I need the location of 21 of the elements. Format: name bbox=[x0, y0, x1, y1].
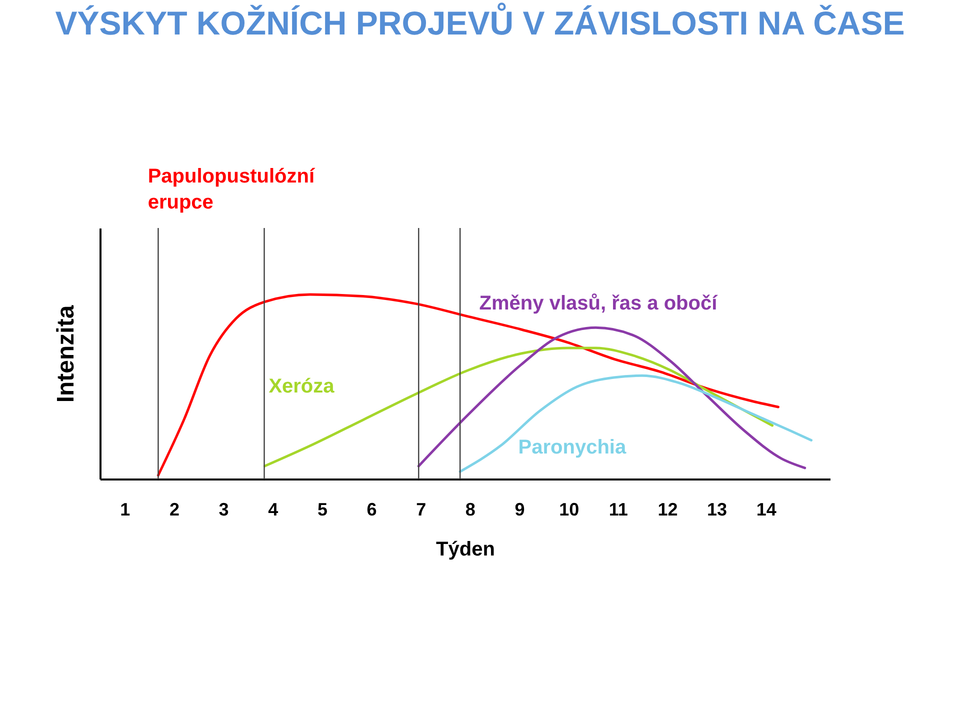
x-tick-label: 6 bbox=[366, 500, 377, 520]
series-label: Xeróza bbox=[268, 376, 336, 398]
text: Papulopustulózní erupce bbox=[148, 165, 316, 214]
x-tick-label: 8 bbox=[465, 500, 476, 520]
x-tick-label: 3 bbox=[218, 500, 229, 520]
x-tick-label: 1 bbox=[120, 500, 130, 520]
x-tick-label: 2 bbox=[169, 500, 180, 520]
y-axis-title: Intenzita bbox=[52, 304, 80, 403]
x-tick-label: 9 bbox=[514, 500, 525, 520]
x-tick-label: 5 bbox=[317, 500, 328, 520]
x-tick-label: 11 bbox=[608, 500, 628, 520]
x-tick-label: 4 bbox=[268, 500, 278, 520]
x-tick-label: 10 bbox=[559, 500, 580, 520]
x-axis-title: Týden bbox=[436, 538, 495, 560]
x-tick-label: 7 bbox=[416, 500, 426, 520]
x-tick-label: 13 bbox=[707, 500, 728, 520]
x-tick-label: 14 bbox=[756, 500, 776, 520]
x-tick-label: 12 bbox=[658, 500, 678, 520]
chart-title: VÝSKYT KOŽNÍCH PROJEVŮ V ZÁVISLOSTI NA ČASE bbox=[55, 2, 905, 42]
series-label: Paronychia bbox=[518, 436, 627, 459]
series-label: Změny vlasů, řas a obočí bbox=[479, 292, 719, 315]
